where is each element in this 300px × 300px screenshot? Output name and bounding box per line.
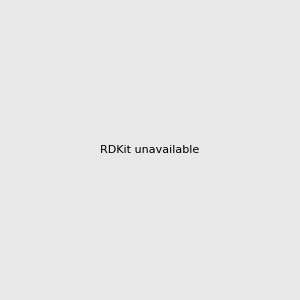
Text: RDKit unavailable: RDKit unavailable: [100, 145, 200, 155]
